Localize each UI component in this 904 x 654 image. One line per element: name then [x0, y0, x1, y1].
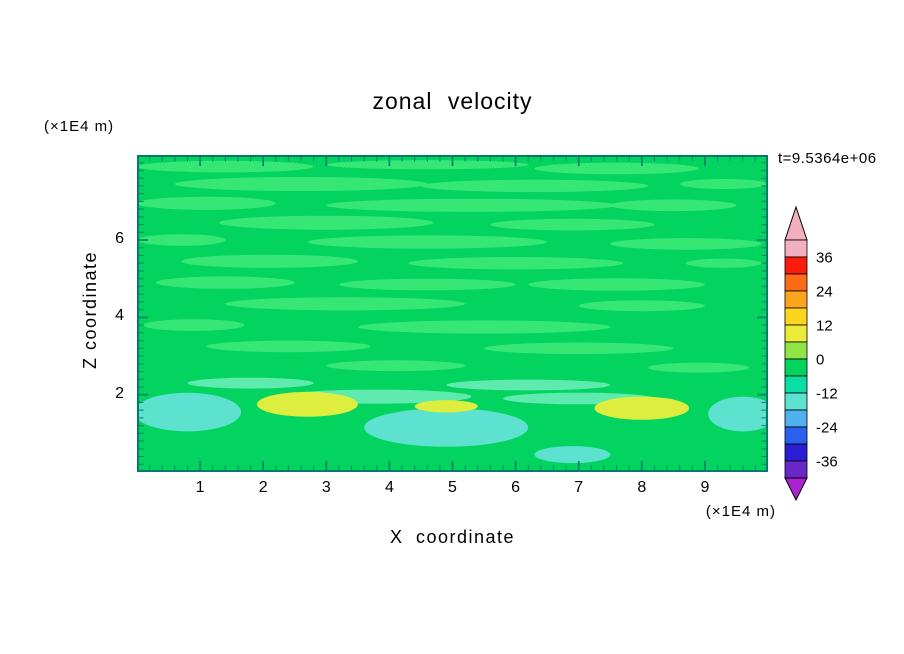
time-annotation: t=9.5364e+06	[778, 150, 877, 167]
colorbar-under-arrow	[784, 477, 808, 502]
colorbar-tick-label: -24	[816, 420, 838, 437]
x-tick-labels: 1 2 3 4 5 6 7 8 9	[137, 479, 768, 499]
plot-area	[137, 155, 768, 472]
x-tick-label: 3	[321, 479, 331, 496]
x-tick-label: 1	[195, 479, 205, 496]
field-blobs	[137, 155, 768, 472]
x-tick-label: 8	[637, 479, 647, 496]
colorbar-tick-label: 12	[816, 318, 833, 335]
colorbar-tick-label: -12	[816, 386, 838, 403]
z-tick-label: 2	[115, 384, 124, 402]
colorbar-tick-label: 0	[816, 352, 824, 369]
colorbar-svg: 36 24 12 0 -12 -24 -36	[784, 205, 838, 502]
contour-field-svg	[137, 155, 768, 472]
x-tick-label: 5	[448, 479, 457, 496]
colorbar-tick-label: 36	[816, 250, 833, 267]
colorbar: 36 24 12 0 -12 -24 -36	[780, 203, 902, 515]
z-tick-label: 6	[115, 230, 124, 247]
x-tick-label: 7	[574, 479, 584, 496]
axis-ticks	[139, 157, 766, 470]
x-axis-label: X coordinate	[389, 527, 516, 547]
colorbar-tick-label: 24	[816, 284, 833, 301]
x-axis-unit-label: (×1E4 m)	[705, 503, 776, 520]
colorbar-over-arrow	[784, 205, 808, 241]
z-tick-label: 4	[115, 307, 124, 325]
x-tick-label: 9	[700, 479, 710, 496]
x-tick-label: 4	[384, 479, 394, 496]
plot-title: zonal velocity	[372, 88, 533, 114]
z-axis-unit-label: (×1E4 m)	[44, 118, 115, 135]
x-tick-label: 2	[258, 479, 268, 496]
z-tick-labels: 2 4 6	[90, 155, 124, 472]
colorbar-tick-label: -36	[816, 454, 838, 471]
x-tick-label: 6	[511, 479, 521, 496]
